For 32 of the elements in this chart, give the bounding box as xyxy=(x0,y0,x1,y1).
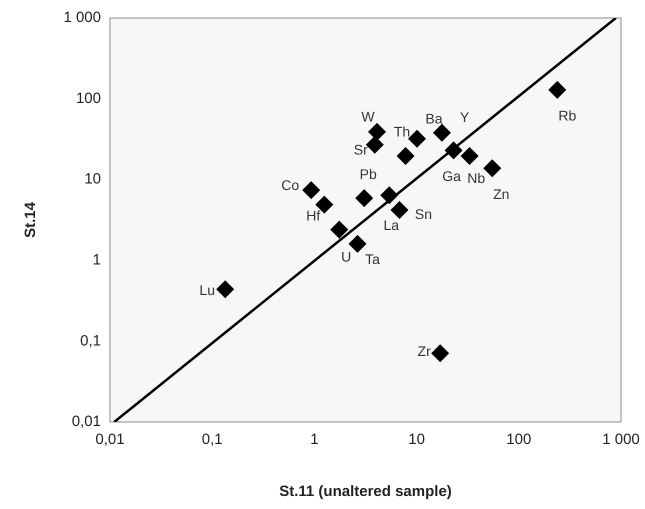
annotation: Sn xyxy=(414,206,432,222)
x-axis-title: St.11 (unaltered sample) xyxy=(279,483,452,500)
annotation: Ga xyxy=(442,168,462,184)
annotation: Ba xyxy=(425,110,443,127)
x-tick-label: 100 xyxy=(506,431,532,448)
annotation: Rb xyxy=(558,108,576,124)
annotation: Zn xyxy=(493,186,510,202)
y-tick-label: 0,01 xyxy=(72,413,101,430)
x-tick-label: 10 xyxy=(408,431,425,448)
y-tick-label: 10 xyxy=(84,170,101,188)
annotation: Pb xyxy=(360,166,377,182)
annotation: Ta xyxy=(365,250,380,267)
annotation: Th xyxy=(394,124,410,140)
annotation: Hf xyxy=(306,207,320,224)
y-tick-label: 1 000 xyxy=(63,9,101,26)
y-tick-label: 0,1 xyxy=(80,332,101,350)
annotation: Nb xyxy=(467,170,486,186)
annotation: La xyxy=(383,217,400,234)
x-tick-label: 1 xyxy=(310,431,319,448)
annotation: Zr xyxy=(418,343,432,360)
annotation: Y xyxy=(460,109,470,126)
x-tick-label: 0,01 xyxy=(95,431,125,448)
annotation: Sr xyxy=(354,142,368,158)
annotation: W xyxy=(361,108,376,125)
x-tick-label: 0,1 xyxy=(202,431,223,448)
x-tick-label: 1 000 xyxy=(602,431,640,448)
annotation: U xyxy=(341,248,352,265)
y-axis-title: St.14 xyxy=(22,201,40,238)
annotation: Lu xyxy=(199,282,215,298)
annotation: Co xyxy=(281,177,300,194)
y-tick-label: 100 xyxy=(76,90,101,107)
y-tick-label: 1 xyxy=(92,252,101,269)
